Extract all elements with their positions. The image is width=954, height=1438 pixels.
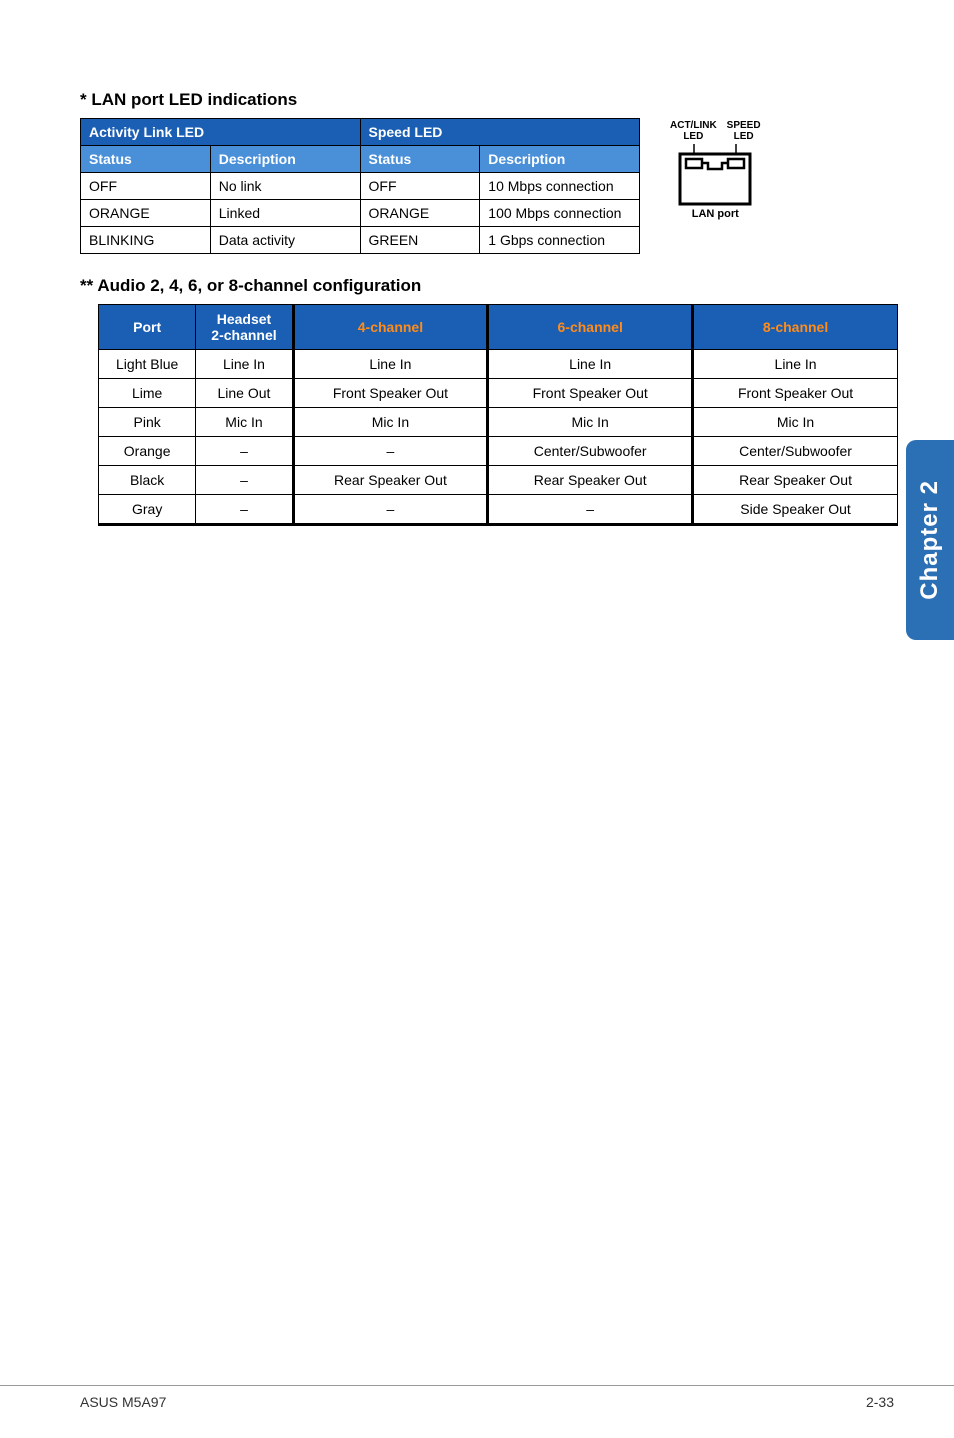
lan-top-header: Activity Link LED xyxy=(81,119,361,146)
audio-header: 8-channel xyxy=(693,305,898,350)
diagram-label: LED xyxy=(683,131,703,142)
lan-row: Activity Link LED Speed LED Status Descr… xyxy=(80,118,894,254)
table-row: ORANGE Linked ORANGE 100 Mbps connection xyxy=(81,200,640,227)
lan-table: Activity Link LED Speed LED Status Descr… xyxy=(80,118,640,254)
audio-table: Port Headset 2-channel 4-channel 6-chann… xyxy=(98,304,898,526)
lan-port-diagram: ACT/LINK LED SPEED LED xyxy=(670,118,761,220)
audio-header: 4-channel xyxy=(293,305,488,350)
table-row: Light Blue Line In Line In Line In Line … xyxy=(99,350,898,379)
table-row: Black – Rear Speaker Out Rear Speaker Ou… xyxy=(99,466,898,495)
page-footer: ASUS M5A97 2-33 xyxy=(0,1385,954,1410)
diagram-label: LED xyxy=(734,131,754,142)
lan-sub-header: Description xyxy=(210,146,360,173)
lan-sub-header: Description xyxy=(480,146,640,173)
diagram-label: SPEED xyxy=(727,120,761,131)
audio-section-title: ** Audio 2, 4, 6, or 8-channel configura… xyxy=(80,276,894,296)
diagram-label: ACT/LINK xyxy=(670,120,717,131)
audio-header: 6-channel xyxy=(488,305,693,350)
table-row: OFF No link OFF 10 Mbps connection xyxy=(81,173,640,200)
table-row: Lime Line Out Front Speaker Out Front Sp… xyxy=(99,379,898,408)
table-row: Pink Mic In Mic In Mic In Mic In xyxy=(99,408,898,437)
lan-section-title: * LAN port LED indications xyxy=(80,90,894,110)
audio-header: Port xyxy=(99,305,196,350)
table-row: Gray – – – Side Speaker Out xyxy=(99,495,898,525)
footer-right: 2-33 xyxy=(866,1394,894,1410)
lan-sub-header: Status xyxy=(360,146,480,173)
table-row: BLINKING Data activity GREEN 1 Gbps conn… xyxy=(81,227,640,254)
lan-sub-header: Status xyxy=(81,146,211,173)
table-row: Orange – – Center/Subwoofer Center/Subwo… xyxy=(99,437,898,466)
lan-port-icon xyxy=(674,144,756,206)
chapter-side-tab-label: Chapter 2 xyxy=(916,480,944,600)
audio-header: Headset 2-channel xyxy=(196,305,293,350)
footer-left: ASUS M5A97 xyxy=(80,1394,166,1410)
chapter-side-tab: Chapter 2 xyxy=(906,440,954,640)
diagram-caption: LAN port xyxy=(692,208,739,220)
lan-top-header: Speed LED xyxy=(360,119,640,146)
